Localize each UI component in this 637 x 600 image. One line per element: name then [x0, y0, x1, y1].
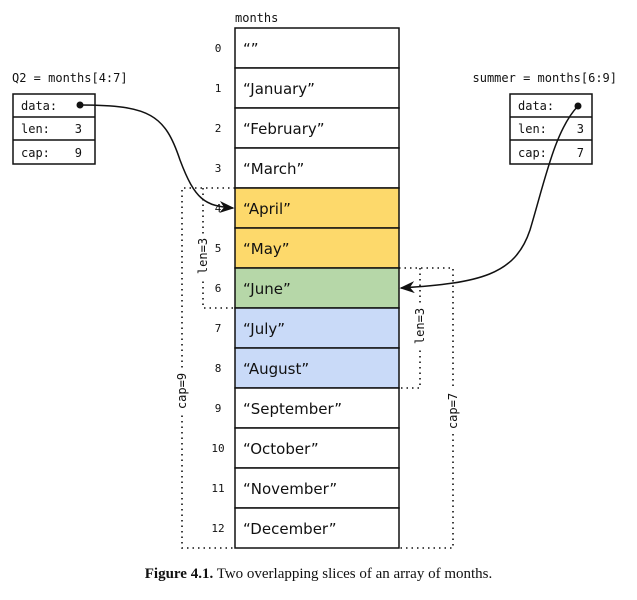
- array-cell-value: “January”: [243, 80, 315, 98]
- summer-cap-field: cap:: [518, 146, 547, 160]
- array-cell-value: “July”: [243, 320, 285, 338]
- array-cell: [234, 427, 400, 469]
- summer-len-label: len=3: [413, 308, 427, 344]
- caption-text: Two overlapping slices of an array of mo…: [213, 566, 493, 582]
- array-cell-value: “June”: [243, 280, 291, 298]
- q2-len-field: len:: [21, 122, 50, 136]
- array-cell: [234, 467, 400, 509]
- array-cell-value: “April”: [243, 200, 291, 218]
- array-index: 0: [215, 42, 222, 55]
- summer-cap-label: cap=7: [446, 393, 460, 429]
- array-cell-value: “February”: [243, 120, 325, 138]
- array-index: 11: [211, 482, 224, 495]
- summer-len-field: len:: [518, 122, 547, 136]
- array-index: 9: [215, 402, 222, 415]
- q2-bounds: len=3 cap=9: [175, 187, 235, 549]
- summer-len-value: 3: [577, 122, 584, 136]
- array-index: 2: [215, 122, 222, 135]
- array-cell-value: “August”: [243, 360, 309, 378]
- summer-data-field: data:: [518, 99, 554, 113]
- q2-cap-label: cap=9: [175, 373, 189, 409]
- array-index: 7: [215, 322, 222, 335]
- figure-number: Figure 4.1.: [144, 566, 214, 582]
- array-cell-value: “”: [243, 40, 259, 58]
- array-cell-value: “December”: [243, 520, 337, 538]
- array-cell: [234, 267, 400, 309]
- summer-label: summer = months[6:9]: [473, 71, 618, 85]
- array-cell-value: “September”: [243, 400, 342, 418]
- q2-pointer-arrow: [79, 104, 235, 214]
- array-index: 1: [215, 82, 222, 95]
- array-index: 12: [211, 522, 224, 535]
- summer-cap-value: 7: [577, 146, 584, 160]
- array-cell: [234, 107, 400, 149]
- q2-len-value: 3: [75, 122, 82, 136]
- array-index: 8: [215, 362, 222, 375]
- summer-pointer-arrow: [399, 105, 579, 294]
- summer-bounds: len=3 cap=7: [399, 267, 460, 549]
- array-index: 4: [215, 202, 222, 215]
- array-cell-value: “May”: [243, 240, 290, 258]
- q2-label: Q2 = months[4:7]: [12, 71, 128, 85]
- array-cell-value: “November”: [243, 480, 337, 498]
- q2-cap-field: cap:: [21, 146, 50, 160]
- array-cell: [234, 27, 400, 69]
- array-cell: [234, 67, 400, 109]
- array-index: 10: [211, 442, 224, 455]
- q2-data-field: data:: [21, 99, 57, 113]
- array-cell: [234, 347, 400, 389]
- array-index: 6: [215, 282, 222, 295]
- array-cell-value: “March”: [243, 160, 304, 178]
- array-index: 3: [215, 162, 222, 175]
- array-index: 5: [215, 242, 222, 255]
- array-name: months: [235, 11, 278, 25]
- array-cell: [234, 507, 400, 549]
- array-cell-value: “October”: [243, 440, 319, 458]
- array-cell: [234, 187, 400, 229]
- q2-cap-value: 9: [75, 146, 82, 160]
- q2-len-label: len=3: [196, 238, 210, 274]
- figure-caption: Figure 4.1. Two overlapping slices of an…: [0, 566, 637, 583]
